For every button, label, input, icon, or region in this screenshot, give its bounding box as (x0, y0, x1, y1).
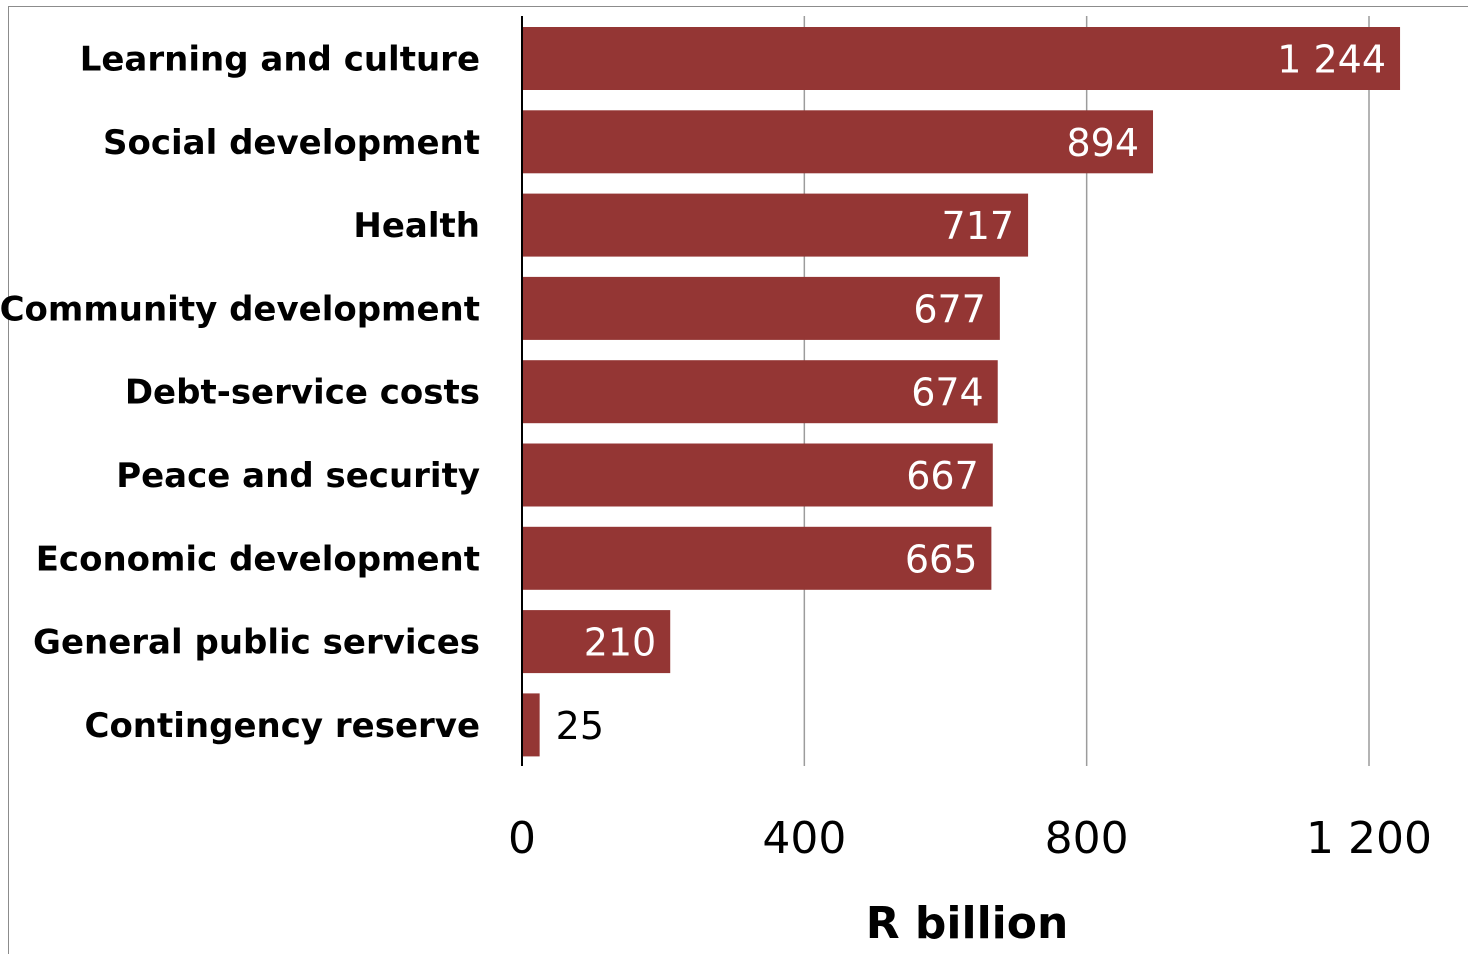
value-label-debt-service-costs: 674 (911, 371, 984, 415)
bar-debt-service-costs (522, 360, 998, 424)
category-label-community-development: Community development (0, 289, 480, 329)
bar-learning-and-culture (522, 27, 1401, 90)
category-label-peace-and-security: Peace and security (116, 456, 480, 496)
x-tick-label-0: 0 (508, 813, 536, 864)
bar-peace-and-security (522, 443, 993, 507)
category-label-social-development: Social development (103, 123, 480, 163)
value-label-peace-and-security: 667 (906, 454, 979, 498)
x-tick-label-400: 400 (762, 813, 846, 864)
labels: Learning and culture 1 244 Social developm… (0, 38, 1432, 865)
value-label-economic-development: 665 (905, 537, 978, 581)
category-label-learning-and-culture: Learning and culture (80, 40, 480, 80)
category-label-economic-development: Economic development (36, 539, 480, 579)
category-label-health: Health (353, 206, 480, 246)
x-tick-label-1200: 1 200 (1306, 813, 1432, 864)
bar-contingency-reserve (522, 693, 540, 757)
bar-social-development (522, 110, 1154, 174)
bar-health (522, 193, 1029, 257)
value-label-social-development: 894 (1066, 121, 1139, 165)
x-tick-label-800: 800 (1045, 813, 1129, 864)
category-label-debt-service-costs: Debt-service costs (125, 373, 480, 413)
value-label-learning-and-culture: 1 244 (1277, 38, 1386, 82)
bars (522, 27, 1401, 757)
value-label-contingency-reserve: 25 (556, 704, 604, 748)
category-label-general-public-services: General public services (33, 623, 480, 663)
bar-community-development (522, 276, 1000, 340)
category-label-contingency-reserve: Contingency reserve (85, 706, 481, 746)
value-label-health: 717 (942, 204, 1015, 248)
chart-frame (8, 6, 1468, 954)
x-axis-title: R billion (866, 898, 1069, 949)
value-label-community-development: 677 (913, 287, 986, 331)
value-label-general-public-services: 210 (584, 621, 657, 665)
bar-general-public-services (522, 610, 671, 674)
bar-economic-development (522, 526, 992, 590)
